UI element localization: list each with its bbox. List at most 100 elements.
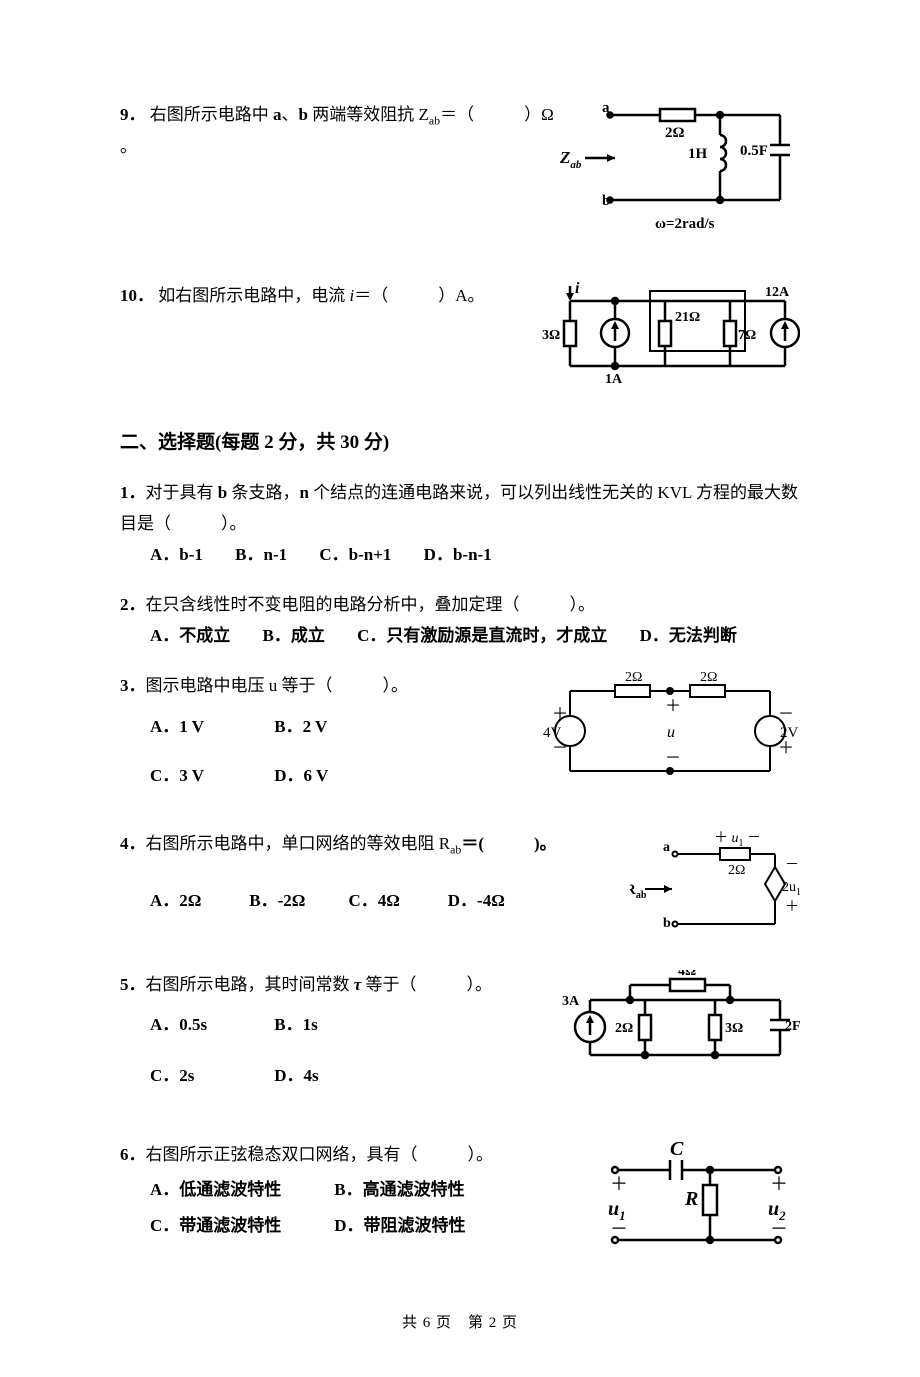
mc6-choice-b: B．高通滤波特性 — [334, 1175, 514, 1206]
mc-question-4: 4．右图所示电路中，单口网络的等效电阻 Rab＝()。 A．2Ω B．-2Ω C… — [120, 829, 800, 950]
mc5-close: ）。 — [467, 975, 493, 994]
mc1-choice-c: C．b-n+1 — [319, 540, 391, 571]
mc-question-6: 6．右图所示正弦稳态双口网络，具有（）。 A．低通滤波特性 B．高通滤波特性 C… — [120, 1140, 800, 1271]
svg-text:R: R — [684, 1188, 698, 1210]
mc6-choice-c: C．带通滤波特性 — [150, 1211, 330, 1242]
svg-text:2V: 2V — [780, 725, 799, 741]
mc4-choice-b: B．-2Ω — [249, 886, 344, 917]
mc4-text: 右图所示电路中，单口网络的等效电阻 R — [146, 834, 451, 853]
mc4-choice-d: D．-4Ω — [448, 886, 543, 917]
mc-question-5: 5．右图所示电路，其时间常数 τ 等于（）。 A．0.5s B．1s C．2s … — [120, 970, 800, 1110]
svg-text:2Ω: 2Ω — [700, 671, 717, 685]
mc3-text: 图示电路中电压 u 等于（ — [146, 676, 333, 695]
mc-question-1: 1．对于具有 b 条支路，n 个结点的连通电路来说，可以列出线性无关的 KVL … — [120, 478, 800, 570]
mc3-diagram: 2Ω 2Ω ＋ － 4V － ＋ 2V ＋ u － — [540, 671, 800, 791]
mc3-choice-d: D．6 V — [274, 761, 394, 792]
mc3-choice-c: C．3 V — [150, 761, 270, 792]
q9-sep: 、 — [282, 105, 299, 124]
svg-text:－: － — [552, 740, 568, 757]
svg-text:C: C — [670, 1140, 684, 1160]
svg-text:12A: 12A — [765, 285, 790, 300]
question-9: 9． 右图所示电路中 a、b 两端等效阻抗 Zab＝（）Ω 。 — [120, 100, 800, 261]
svg-text:Zab: Zab — [560, 148, 582, 171]
mc5-choice-c: C．2s — [150, 1061, 270, 1092]
svg-text:Rab: Rab — [630, 882, 647, 901]
mc2-number: 2． — [120, 595, 146, 614]
svg-text:b: b — [602, 193, 610, 209]
mc2-choice-d: D．无法判断 — [640, 621, 737, 652]
svg-text:4V: 4V — [543, 725, 562, 741]
mc1-number: 1． — [120, 483, 146, 502]
q9-number: 9． — [120, 105, 146, 124]
q10-text-pre: 如右图所示电路中，电流 — [158, 286, 349, 305]
mc-question-3: 3．图示电路中电压 u 等于（）。 A．1 V B．2 V C．3 V D．6 … — [120, 671, 800, 809]
svg-text:－: － — [665, 750, 681, 767]
svg-text:＋: ＋ — [665, 698, 681, 715]
svg-text:i: i — [575, 281, 580, 297]
svg-text:b: b — [663, 916, 671, 931]
svg-text:a: a — [663, 840, 670, 855]
svg-text:4Ω: 4Ω — [678, 970, 696, 979]
svg-text:＋: ＋ — [610, 1174, 628, 1194]
mc1-pre: 对于具有 — [146, 483, 218, 502]
svg-text:1A: 1A — [605, 372, 623, 387]
svg-text:＋: ＋ — [770, 1174, 788, 1194]
q10-eq: ＝（ — [354, 286, 388, 305]
q9-a: a — [273, 105, 282, 124]
mc4-number: 4． — [120, 834, 146, 853]
svg-text:－: － — [610, 1219, 628, 1239]
mc1-b: b — [218, 483, 227, 502]
mc1-close: ）。 — [221, 514, 247, 533]
q10-number: 10． — [120, 286, 154, 305]
q9-b: b — [299, 105, 308, 124]
mc6-choices-row1: A．低通滤波特性 B．高通滤波特性 — [150, 1175, 590, 1206]
svg-text:0.5F: 0.5F — [740, 143, 768, 159]
mc3-number: 3． — [120, 676, 146, 695]
q9-text-pre: 右图所示电路中 — [150, 105, 273, 124]
mc3-choices-row2: C．3 V D．6 V — [150, 761, 540, 792]
mc6-close: ）。 — [468, 1145, 494, 1164]
mc3-choice-b: B．2 V — [274, 712, 394, 743]
svg-text:21Ω: 21Ω — [675, 310, 700, 325]
mc4-diagram: a b Rab ＋ u1 － 2Ω － 2u1 ＋ — [630, 829, 800, 939]
mc2-close: ）。 — [570, 595, 596, 614]
svg-text:－: － — [778, 706, 794, 723]
svg-text:2Ω: 2Ω — [625, 671, 642, 685]
svg-text:3A: 3A — [562, 994, 580, 1009]
mc6-choices-row2: C．带通滤波特性 D．带阻滤波特性 — [150, 1211, 590, 1242]
mc2-choice-b: B．成立 — [263, 621, 325, 652]
svg-text:2Ω: 2Ω — [615, 1021, 633, 1036]
svg-text:3Ω: 3Ω — [542, 328, 560, 343]
svg-text:ω=2rad/s: ω=2rad/s — [655, 216, 715, 232]
mc5-text-pre: 右图所示电路，其时间常数 — [146, 975, 354, 994]
mc6-choice-a: A．低通滤波特性 — [150, 1175, 330, 1206]
q9-diagram: a b Zab 2Ω 1H 0.5F ω=2rad/s — [560, 100, 800, 250]
svg-text:－: － — [785, 858, 799, 873]
mc6-text: 右图所示正弦稳态双口网络，具有（ — [146, 1145, 418, 1164]
mc5-choice-a: A．0.5s — [150, 1010, 270, 1041]
mc6-choice-d: D．带阻滤波特性 — [334, 1211, 514, 1242]
mc2-choices: A．不成立 B．成立 C．只有激励源是直流时，才成立 D．无法判断 — [150, 621, 800, 652]
mc5-choices-row1: A．0.5s B．1s — [150, 1010, 560, 1041]
q9-mid: 两端等效阻抗 Z — [308, 105, 429, 124]
svg-text:＋: ＋ — [785, 900, 799, 915]
mc4-eq: ＝( — [461, 834, 484, 853]
q9-eq: ＝（ — [440, 105, 474, 124]
svg-text:2Ω: 2Ω — [728, 863, 745, 878]
svg-text:u: u — [667, 724, 675, 741]
mc-question-2: 2．在只含线性时不变电阻的电路分析中，叠加定理（）。 A．不成立 B．成立 C．… — [120, 590, 800, 651]
page-footer: 共 6 页 第 2 页 — [120, 1310, 800, 1337]
mc2-choice-a: A．不成立 — [150, 621, 230, 652]
mc5-choices-row2: C．2s D．4s — [150, 1061, 560, 1092]
svg-text:－: － — [770, 1219, 788, 1239]
q10-close: ）A。 — [438, 286, 484, 305]
mc1-choice-d: D．b-n-1 — [424, 540, 492, 571]
q9-ab: ab — [429, 113, 440, 127]
svg-text:2Ω: 2Ω — [665, 125, 685, 141]
mc4-close: )。 — [534, 834, 557, 853]
q10-diagram: i 3Ω 1A 21Ω 7Ω 12A — [540, 281, 800, 391]
mc3-close: ）。 — [383, 676, 409, 695]
svg-text:a: a — [602, 100, 610, 116]
mc5-text-mid: 等于（ — [361, 975, 416, 994]
question-10: 10． 如右图所示电路中，电流 i ＝（ ）A。 — [120, 281, 800, 402]
